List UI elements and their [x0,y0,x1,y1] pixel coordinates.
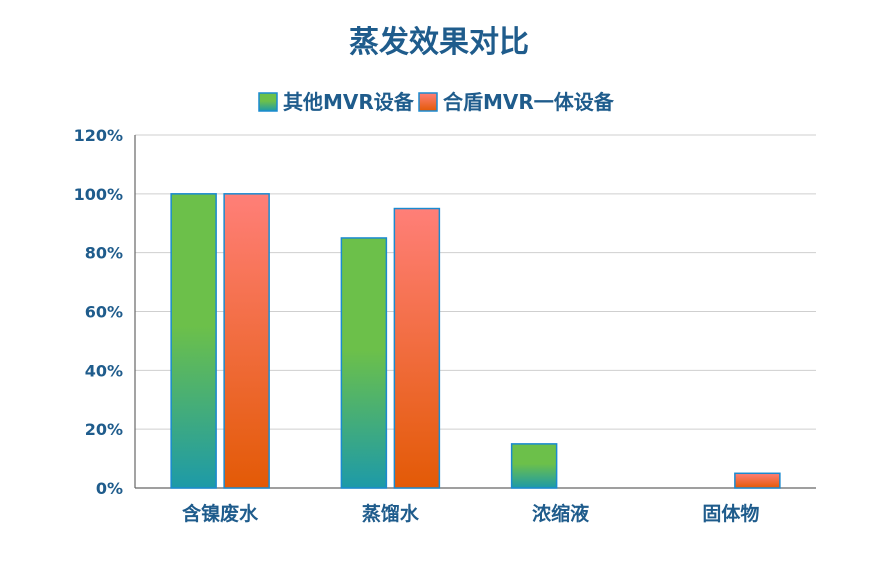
bar-series-2-4 [734,472,781,489]
x-category-label: 固体物 [702,502,759,525]
x-axis-categories: 含镍废水 蒸馏水 浓缩液 固体物 [182,502,759,525]
y-axis-ticks: 0% 20% 40% 60% 80% 100% 120% [74,126,123,498]
y-tick-label: 60% [85,303,123,322]
legend-swatch-series-1 [258,92,278,112]
legend: 其他MVR设备 合盾MVR一体设备 [258,90,615,114]
bars [170,193,781,489]
bar-series-1-1 [170,193,217,489]
y-tick-label: 80% [85,244,123,263]
y-tick-label: 120% [74,126,123,145]
x-category-label: 蒸馏水 [362,502,420,525]
bar-series-1-2 [340,237,388,489]
legend-swatch-series-2 [418,92,438,112]
x-category-label: 浓缩液 [532,502,590,525]
y-tick-label: 20% [85,420,123,439]
chart-title: 蒸发效果对比 [349,25,529,60]
legend-label-series-1: 其他MVR设备 [283,90,415,114]
y-tick-label: 0% [96,479,123,498]
legend-label-series-2: 合盾MVR一体设备 [443,90,615,114]
bar-series-2-2 [393,207,441,489]
bar-series-2-1 [223,193,270,489]
y-tick-label: 40% [85,361,123,380]
y-tick-label: 100% [74,185,123,204]
bar-series-1-3 [510,443,558,489]
x-category-label: 含镍废水 [182,502,259,525]
